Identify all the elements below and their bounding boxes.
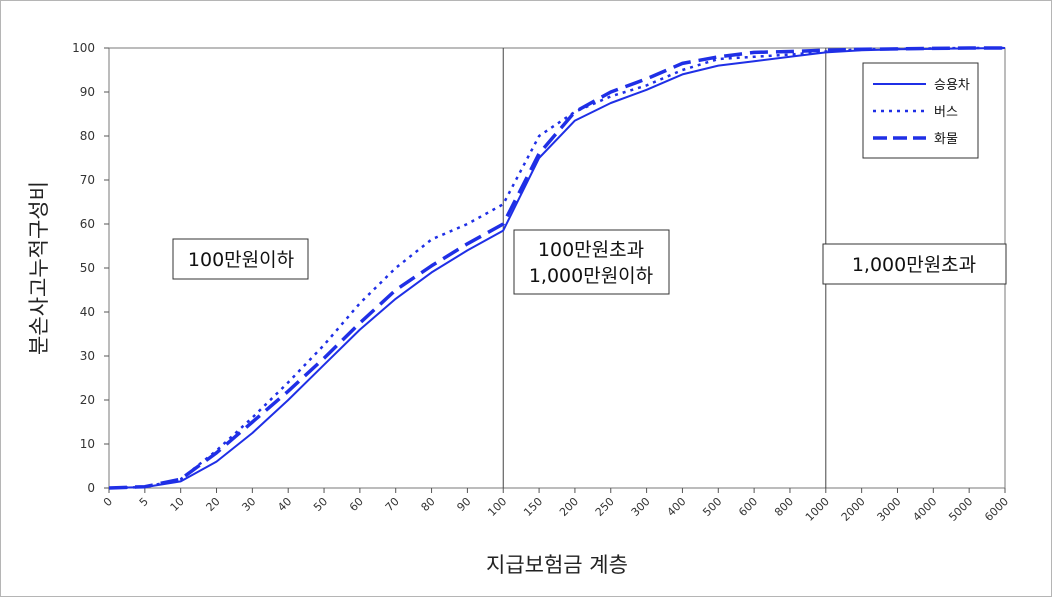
y-tick-label: 80 <box>80 129 95 143</box>
x-tick-label: 1000 <box>803 495 832 524</box>
annotation-label: 100만원이하 <box>188 249 294 271</box>
y-axis: 0 10 20 30 40 50 60 70 80 90 100 <box>72 41 109 495</box>
annotation-label: 1,000만원초과 <box>852 254 976 276</box>
x-tick-label: 6000 <box>982 495 1011 524</box>
y-axis-title: 분손사고누적구성비 <box>27 181 51 355</box>
y-tick-label: 60 <box>80 217 95 231</box>
series-line-dashed <box>108 46 1005 490</box>
x-tick-label: 2000 <box>839 495 868 524</box>
y-tick-label: 0 <box>87 481 95 495</box>
y-tick-label: 40 <box>80 305 95 319</box>
annotation-box <box>513 229 670 295</box>
x-tick-label: 300 <box>629 495 653 519</box>
y-tick-label: 20 <box>80 393 95 407</box>
x-tick-label: 5000 <box>946 495 975 524</box>
y-tick-label: 30 <box>80 349 95 363</box>
x-tick-label: 150 <box>521 495 545 519</box>
y-tick-label: 70 <box>80 173 95 187</box>
legend-label: 화물 <box>934 132 958 147</box>
x-tick-label: 10 <box>168 495 187 514</box>
x-tick-label: 40 <box>275 495 294 514</box>
legend-label: 버스 <box>934 105 958 120</box>
annotation-label: 100만원초과 1,000만원이하 <box>529 239 653 287</box>
y-tick-label: 50 <box>80 261 95 275</box>
x-tick-label: 50 <box>311 495 330 514</box>
y-tick-label: 10 <box>80 437 95 451</box>
x-tick-label: 400 <box>665 495 689 519</box>
x-axis-title: 지급보험금 계층 <box>486 553 628 577</box>
x-axis: 0 5 10 20 30 40 50 60 70 80 90 100 150 200 250 300 400 50… <box>101 488 1011 524</box>
x-tick-label: 200 <box>557 495 581 519</box>
x-tick-label: 100 <box>485 495 509 519</box>
y-tick-label: 90 <box>80 85 95 99</box>
y-tick-label: 100 <box>72 41 95 55</box>
x-tick-label: 60 <box>347 495 366 514</box>
x-tick-label: 500 <box>700 495 724 519</box>
annotation-box <box>172 238 309 280</box>
x-tick-label: 90 <box>454 495 473 514</box>
x-tick-label: 0 <box>101 495 115 509</box>
x-tick-label: 30 <box>239 495 258 514</box>
annotations: 100만원이하 100만원초과 1,000만원이하 1,000만원초과 <box>172 229 1007 295</box>
x-tick-label: 4000 <box>910 495 939 524</box>
x-tick-label: 600 <box>736 495 760 519</box>
series-layer <box>108 46 1006 490</box>
annotation-box <box>822 243 1007 285</box>
x-tick-label: 70 <box>383 495 402 514</box>
x-tick-label: 20 <box>204 495 223 514</box>
legend-label: 승용차 <box>934 78 970 93</box>
x-tick-label: 800 <box>772 495 796 519</box>
x-tick-label: 80 <box>419 495 438 514</box>
x-tick-label: 250 <box>593 495 617 519</box>
x-tick-label: 3000 <box>875 495 904 524</box>
x-tick-label: 5 <box>137 495 151 509</box>
